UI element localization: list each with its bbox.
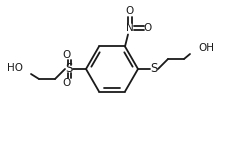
Text: S: S xyxy=(65,62,73,75)
Text: S: S xyxy=(150,62,158,75)
Text: O: O xyxy=(63,78,71,88)
Text: OH: OH xyxy=(198,43,214,53)
Text: O: O xyxy=(144,23,152,34)
Text: O: O xyxy=(63,50,71,60)
Text: HO: HO xyxy=(7,63,23,73)
Text: O: O xyxy=(126,6,134,16)
Text: N: N xyxy=(126,23,134,34)
